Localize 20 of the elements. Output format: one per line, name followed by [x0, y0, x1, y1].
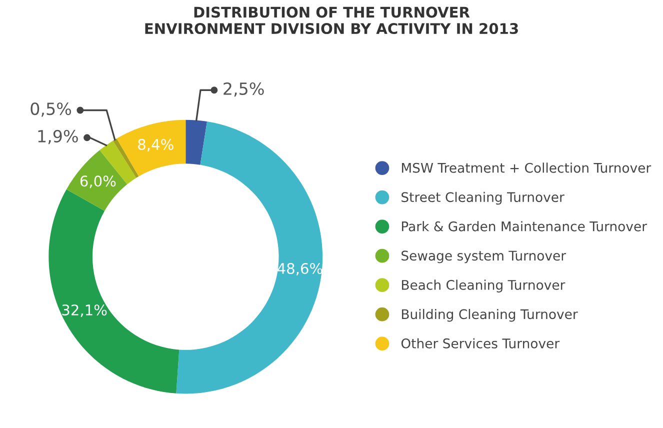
data-label: 2,5% [224, 82, 264, 97]
donut-slice [116, 120, 186, 176]
legend-label: MSW Treatment + Collection Turnover [402, 162, 652, 173]
donut-slice [186, 120, 208, 165]
data-label: 0,5% [30, 102, 72, 117]
legend-label: Other Services Turnover [401, 338, 560, 348]
legend-label: Street Cleaning Turnover [402, 192, 564, 205]
data-label: 48,6% [278, 262, 322, 276]
donut-slice [176, 122, 323, 394]
legend-label: Sewage system Turnover [402, 250, 566, 264]
legend-label: Park & Garden Maintenance Turnover [402, 221, 648, 232]
donut-slice [48, 189, 180, 394]
data-label: 32,1% [62, 304, 107, 317]
data-label: 1,9% [38, 130, 78, 144]
data-label: 8,4% [138, 138, 174, 152]
legend-label: Beach Cleaning Turnover [402, 280, 566, 292]
legend-label: Building Cleaning Turnover [402, 308, 578, 322]
donut-slice [66, 150, 128, 211]
data-label: 6,0% [80, 176, 116, 188]
chart-title: DISTRIBUTION OF THE TURNOVER ENVIRONMENT DIVISION BY ACTIVITY IN 2013 [145, 6, 518, 34]
